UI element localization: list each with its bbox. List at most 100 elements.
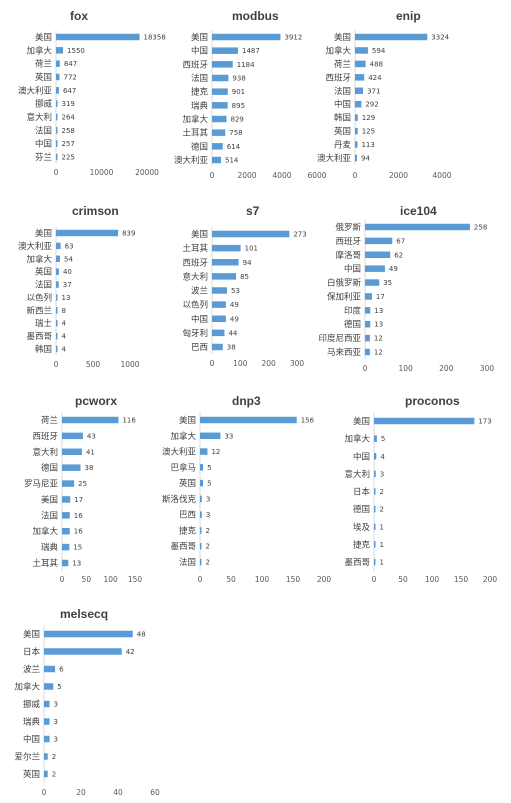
category-label: 斯洛伐克 [162,494,197,505]
bar [62,432,83,440]
data-label: 839 [122,230,135,238]
category-label: 澳大利亚 [174,155,209,166]
category-label: 英国 [23,769,40,780]
category-label: 爱尔兰 [14,752,40,763]
data-label: 62 [394,251,403,259]
category-label: 新西兰 [26,305,52,316]
data-label: 38 [227,344,236,352]
bar [212,315,226,322]
category-label: 俄罗斯 [335,222,361,233]
data-label: 12 [211,448,220,456]
data-label: 1 [380,523,384,531]
bar [62,559,69,567]
bar [56,87,59,94]
bar [365,348,370,356]
bar [200,527,202,534]
data-label: 101 [245,245,258,253]
bar [365,223,470,231]
bar [56,100,58,107]
data-label: 67 [396,237,405,245]
category-label: 西班牙 [335,236,361,247]
data-label: 5 [207,464,211,472]
category-label: 西班牙 [182,59,208,70]
data-label: 116 [122,417,136,425]
x-tick-label: 6000 [307,171,326,180]
bar [200,479,204,487]
data-label: 1550 [67,47,85,55]
data-label: 125 [362,128,375,136]
category-label: 加拿大 [26,45,52,56]
data-label: 33 [224,432,233,440]
bar [212,115,227,123]
chart-title: dnp3 [232,394,261,408]
bar [56,255,60,262]
category-label: 巴拿马 [170,462,196,473]
category-label: 日本 [353,487,371,498]
data-label: 1487 [242,47,260,55]
data-label: 273 [293,231,306,239]
category-label: 美国 [35,228,52,239]
chart-proconos: proconos 美国 173 加拿大 5 中国 4 意大利 3 日本 2 德国 2 埃及 1 捷克 1 墨西哥 1… [344,394,497,584]
bar [62,416,119,424]
data-label: 4 [62,346,67,354]
data-label: 6 [59,666,64,674]
bar [56,33,140,41]
x-tick-label: 100 [104,575,119,584]
data-label: 2 [52,753,56,761]
data-label: 594 [372,47,386,55]
bar [62,543,70,551]
category-label: 捷克 [191,87,209,98]
bar [56,332,58,340]
category-label: 德国 [353,504,370,515]
data-label: 938 [232,75,245,83]
category-label: 土耳其 [182,128,208,139]
bar [62,464,81,471]
data-label: 258 [62,127,75,135]
bar [56,47,64,54]
x-tick-label: 20000 [135,168,159,177]
chart-title: enip [396,9,421,23]
category-label: 罗马尼亚 [24,480,59,490]
x-tick-label: 100 [233,359,248,368]
x-tick-label: 100 [425,575,440,584]
x-tick-label: 300 [480,364,495,373]
data-label: 38 [84,464,93,472]
bar [355,154,358,162]
chart-ice104: ice104 俄罗斯 258 西班牙 67 摩洛哥 62 中国 49 白俄罗斯 35 保加利亚 17 印度… [318,204,495,373]
bar [355,60,366,68]
category-label: 加拿大 [170,431,196,442]
data-label: 63 [65,242,74,250]
bar [212,33,281,41]
bar [56,268,59,275]
x-tick-label: 50 [398,575,408,584]
x-tick-label: 200 [262,359,277,368]
chart-title: proconos [405,394,460,408]
bar [212,74,229,82]
category-label: 保加利亚 [327,291,362,302]
bar [212,301,226,308]
data-label: 156 [301,417,315,425]
chart-fox: fox 美国 18358 加拿大 1550 荷兰 847 英国 772 澳大利亚 647 挪威 319 意… [18,9,166,177]
bar [374,541,376,548]
data-label: 17 [74,496,83,504]
bar [212,61,233,68]
category-label: 墨西哥 [344,558,370,568]
data-label: 40 [63,268,72,276]
data-label: 2 [206,543,210,551]
data-label: 829 [231,116,244,124]
bar [365,307,371,314]
bar [365,279,380,286]
x-tick-label: 0 [363,364,368,373]
bar [200,542,202,550]
x-tick-label: 50 [82,575,92,584]
x-tick-label: 40 [113,788,123,797]
category-label: 以色列 [26,292,52,303]
chart-modbus: modbus 美国 3912 中国 1487 西班牙 1184 法国 938 捷克 901 瑞典 895… [174,9,327,180]
category-label: 法国 [35,125,52,136]
category-label: 美国 [41,494,58,505]
data-label: 49 [230,315,239,323]
bar [44,753,48,760]
x-tick-label: 500 [86,360,101,369]
x-tick-label: 0 [353,171,358,180]
